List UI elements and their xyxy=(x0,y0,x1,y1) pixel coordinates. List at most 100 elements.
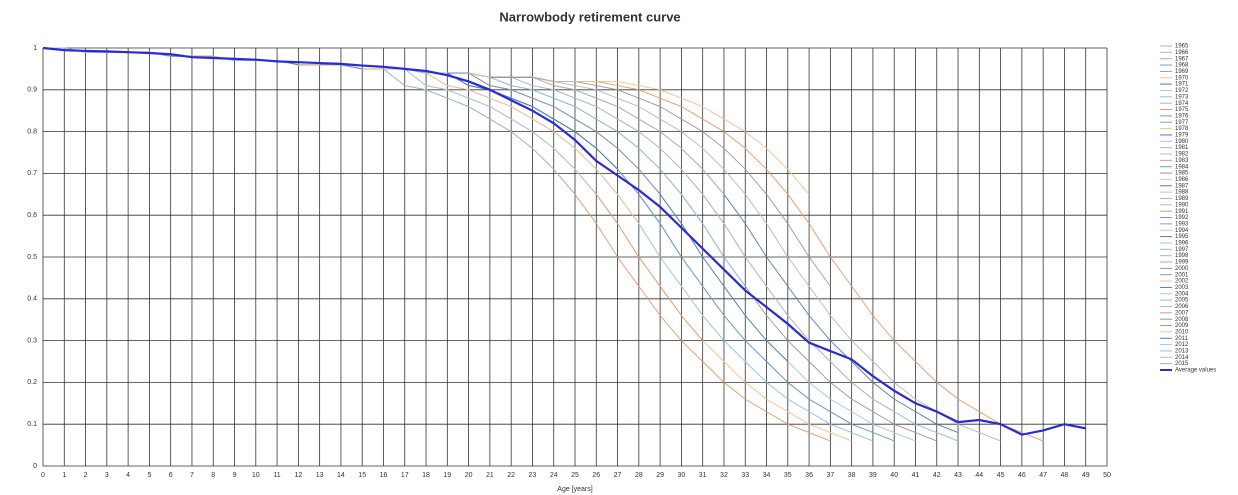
legend-label: 1993 xyxy=(1175,221,1189,227)
x-tick-label: 44 xyxy=(975,472,983,479)
legend-label: 2009 xyxy=(1175,323,1189,329)
x-tick-label: 29 xyxy=(656,472,664,479)
x-tick-label: 7 xyxy=(190,472,194,479)
x-tick-label: 38 xyxy=(848,472,856,479)
legend-label: 1979 xyxy=(1175,133,1189,139)
y-tick-label: 1 xyxy=(33,45,37,52)
legend-label: 1974 xyxy=(1175,101,1189,107)
x-tick-label: 37 xyxy=(826,472,834,479)
x-tick-label: 13 xyxy=(316,472,324,479)
x-tick-label: 48 xyxy=(1061,472,1069,479)
y-tick-label: 0.4 xyxy=(27,296,37,303)
x-tick-label: 3 xyxy=(105,472,109,479)
legend-label: 1994 xyxy=(1175,228,1189,234)
x-tick-label: 32 xyxy=(720,472,728,479)
x-tick-label: 35 xyxy=(784,472,792,479)
x-tick-label: 23 xyxy=(529,472,537,479)
series-line xyxy=(43,47,831,442)
legend-label: 2005 xyxy=(1175,298,1189,304)
legend-label: 1970 xyxy=(1175,75,1189,81)
x-tick-label: 28 xyxy=(635,472,643,479)
series-line xyxy=(42,46,1086,436)
legend-label: 2004 xyxy=(1175,291,1189,297)
x-tick-label: 6 xyxy=(169,472,173,479)
legend-label: 1973 xyxy=(1175,94,1189,100)
series-line xyxy=(43,47,959,442)
series-line xyxy=(43,47,661,195)
x-tick-label: 39 xyxy=(869,472,877,479)
x-tick-label: 31 xyxy=(699,472,707,479)
x-tick-label: 18 xyxy=(422,472,430,479)
series-line xyxy=(43,47,576,195)
series-line xyxy=(43,47,618,170)
x-tick-label: 40 xyxy=(890,472,898,479)
x-tick-label: 5 xyxy=(147,472,151,479)
legend-label: 1982 xyxy=(1175,152,1189,158)
legend-label: 1995 xyxy=(1175,234,1189,240)
x-tick-label: 16 xyxy=(380,472,388,479)
x-tick-label: 27 xyxy=(614,472,622,479)
legend-label: Average values xyxy=(1175,368,1216,374)
legend-label: 1996 xyxy=(1175,241,1189,247)
y-tick-label: 0.2 xyxy=(27,379,37,386)
legend-label: 1988 xyxy=(1175,190,1189,196)
series-line xyxy=(43,47,916,442)
legend-label: 1992 xyxy=(1175,215,1189,221)
x-tick-label: 12 xyxy=(294,472,302,479)
y-tick-label: 0.6 xyxy=(27,212,37,219)
legend-label: 1989 xyxy=(1175,196,1189,202)
x-tick-label: 46 xyxy=(1018,472,1026,479)
y-tick-label: 0.8 xyxy=(27,128,37,135)
legend-label: 1967 xyxy=(1175,56,1189,62)
x-tick-label: 1 xyxy=(62,472,66,479)
x-tick-label: 45 xyxy=(997,472,1005,479)
x-tick-label: 11 xyxy=(273,472,280,479)
legend-label: 2011 xyxy=(1175,336,1189,342)
legend-label: 2007 xyxy=(1175,310,1189,316)
legend-label: 2001 xyxy=(1175,272,1189,278)
x-tick-label: 0 xyxy=(41,472,45,479)
legend-label: 1990 xyxy=(1175,202,1189,208)
legend-label: 2002 xyxy=(1175,279,1189,285)
x-tick-label: 25 xyxy=(571,472,579,479)
legend-label: 1981 xyxy=(1175,145,1189,151)
legend-label: 2014 xyxy=(1175,355,1189,361)
series-line xyxy=(43,47,1001,442)
x-tick-label: 14 xyxy=(337,472,345,479)
legend-label: 1978 xyxy=(1175,126,1189,132)
legend-label: 1987 xyxy=(1175,183,1189,189)
legend-label: 1986 xyxy=(1175,177,1189,183)
series-line xyxy=(43,47,959,433)
x-tick-label: 20 xyxy=(465,472,473,479)
x-tick-label: 47 xyxy=(1039,472,1047,479)
x-tick-label: 36 xyxy=(805,472,813,479)
x-tick-label: 24 xyxy=(550,472,558,479)
legend-label: 1965 xyxy=(1175,44,1189,50)
x-tick-label: 43 xyxy=(954,472,962,479)
chart-title: Narrowbody retirement curve xyxy=(499,9,680,24)
x-tick-label: 4 xyxy=(126,472,130,479)
x-tick-label: 8 xyxy=(211,472,215,479)
y-tick-label: 0.9 xyxy=(27,87,37,94)
legend-label: 1976 xyxy=(1175,113,1189,119)
y-tick-label: 0.1 xyxy=(27,421,37,428)
series-line xyxy=(43,47,789,362)
legend-label: 1998 xyxy=(1175,253,1189,259)
x-tick-label: 19 xyxy=(443,472,451,479)
legend-label: 2013 xyxy=(1175,349,1189,355)
y-tick-label: 0.5 xyxy=(27,254,37,261)
x-tick-label: 33 xyxy=(741,472,749,479)
legend-label: 1968 xyxy=(1175,63,1189,69)
legend-label: 2008 xyxy=(1175,317,1189,323)
x-tick-label: 10 xyxy=(252,472,260,479)
legend-label: 1977 xyxy=(1175,120,1189,126)
x-tick-label: 30 xyxy=(678,472,686,479)
x-tick-label: 21 xyxy=(486,472,494,479)
y-tick-label: 0.7 xyxy=(27,170,37,177)
legend-label: 1972 xyxy=(1175,88,1189,94)
legend-label: 2006 xyxy=(1175,304,1189,310)
legend-label: 1980 xyxy=(1175,139,1189,145)
legend-label: 1966 xyxy=(1175,50,1189,56)
x-tick-label: 41 xyxy=(912,472,920,479)
